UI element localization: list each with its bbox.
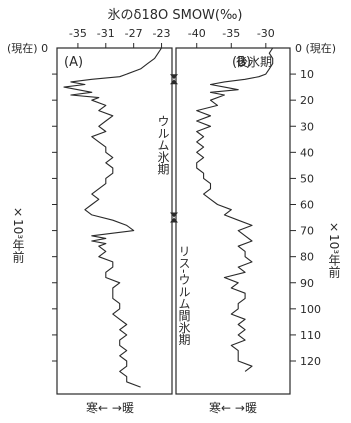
- panel-a-series: [63, 47, 162, 388]
- y-tick-label: 120: [300, 355, 321, 368]
- boundary-marker: [170, 74, 178, 85]
- left-top-label: (現在) 0: [7, 42, 48, 55]
- x-axis-title: 氷のδ18O SMOW(‰): [107, 8, 242, 23]
- panel-b-cold-warm: 寒← →暖: [209, 400, 257, 415]
- right-top-label: 0 (現在): [295, 42, 336, 55]
- y-tick-label: 50: [300, 172, 314, 185]
- y-tick-label: 60: [300, 199, 314, 212]
- panel-b-series: [196, 47, 274, 372]
- period-label: 後氷期: [236, 55, 272, 69]
- y-tick-label: 20: [300, 94, 314, 107]
- panel-b-ticks: -40 -35 -30: [188, 27, 275, 48]
- period-label: リス-ウルム間氷期: [177, 245, 191, 345]
- y-tick-label: 100: [300, 303, 321, 316]
- right-y-ticks: 10 20 30 40 50 60 70 80 90 100 110 120: [52, 68, 321, 368]
- panel-b: (B) -40 -35 -30: [175, 27, 291, 395]
- x-tick-label: -40: [188, 27, 206, 40]
- panel-b-label: (B): [232, 55, 251, 70]
- panel-a-label: (A): [64, 55, 83, 70]
- y-tick-label: 30: [300, 120, 314, 133]
- x-tick-label: -35: [69, 27, 87, 40]
- series-line: [196, 47, 274, 372]
- x-tick-label: -23: [153, 27, 171, 40]
- x-tick-label: -27: [125, 27, 143, 40]
- y-tick-label: 80: [300, 251, 314, 264]
- panel-b-frame: [175, 47, 291, 395]
- panel-a-cold-warm: 寒← →暖: [86, 400, 134, 415]
- series-line: [63, 47, 162, 388]
- x-tick-label: -35: [222, 27, 240, 40]
- boundary-marker: [170, 212, 178, 223]
- panel-a-ticks: -35 -31 -27 -23: [69, 27, 171, 48]
- x-tick-label: -30: [257, 27, 275, 40]
- y-tick-label: 10: [300, 68, 314, 81]
- x-tick-label: -31: [97, 27, 115, 40]
- y-tick-label: 90: [300, 277, 314, 290]
- panel-a: (A) -35 -31 -27 -23: [56, 27, 173, 395]
- left-unit-label: ×10³年前: [11, 205, 25, 263]
- period-label: ウルム氷期: [156, 115, 170, 175]
- y-tick-label: 110: [300, 329, 321, 342]
- boundary-markers: [170, 74, 178, 223]
- y-tick-label: 70: [300, 225, 314, 238]
- y-tick-label: 40: [300, 146, 314, 159]
- right-unit-label: ×10³年前: [327, 220, 341, 278]
